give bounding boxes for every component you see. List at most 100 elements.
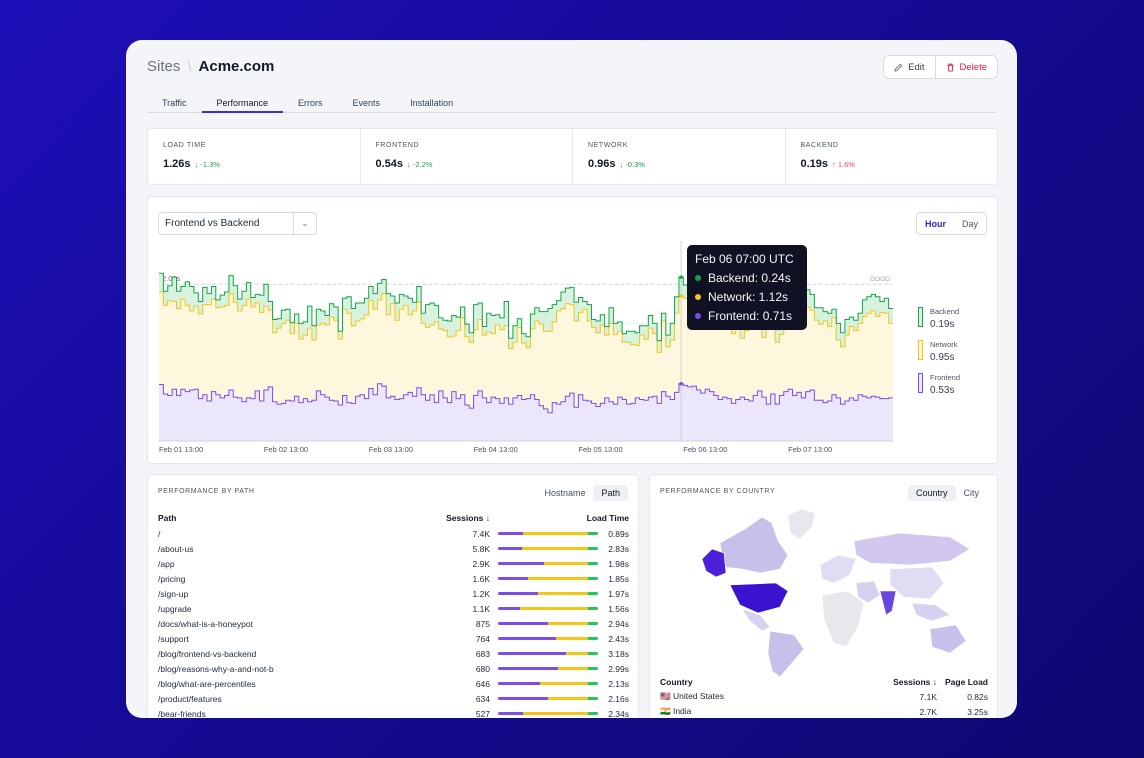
edit-button[interactable]: Edit xyxy=(884,56,934,78)
tab-events[interactable]: Events xyxy=(352,98,381,108)
breadcrumb: Sites \ Acme.com xyxy=(147,58,274,75)
map-region-south-america[interactable] xyxy=(767,630,805,678)
toggle-country[interactable]: Country xyxy=(907,485,956,501)
network-segment xyxy=(558,667,588,670)
table-row[interactable]: /sign-up 1.2K 1.97s xyxy=(158,586,629,601)
breakdown-cell xyxy=(490,592,600,595)
map-region-canada[interactable] xyxy=(719,516,789,574)
stat-value: 0.54s xyxy=(375,158,404,170)
backend-segment xyxy=(588,592,598,595)
stat-value: 0.96s xyxy=(588,158,616,170)
card-title: PERFORMANCE BY COUNTRY xyxy=(660,488,776,495)
frontend-segment xyxy=(498,652,566,655)
stat-load-time: LOAD TIME 1.26s ↓ -1.3% xyxy=(148,129,360,184)
backend-segment xyxy=(588,622,598,625)
tab-traffic[interactable]: Traffic xyxy=(162,98,187,108)
map-region-australia[interactable] xyxy=(929,624,967,654)
stat-label: NETWORK xyxy=(588,142,628,149)
map-region-europe[interactable] xyxy=(819,554,857,584)
load-time-cell: 2.83s xyxy=(608,543,629,554)
header-actions: Edit Delete xyxy=(883,55,998,79)
table-row[interactable]: / 7.4K 0.89s xyxy=(158,526,629,541)
goal-label: GOOD xyxy=(870,276,890,283)
granularity-day[interactable]: Day xyxy=(961,218,978,229)
table-row[interactable]: 🇮🇳 India 2.7K 3.25s xyxy=(660,704,988,718)
table-row[interactable]: /bear-friends 527 2.34s xyxy=(158,706,629,719)
map-region-southeast-asia[interactable] xyxy=(911,602,951,622)
table-row[interactable]: /support 764 2.43s xyxy=(158,631,629,646)
map-region-russia[interactable] xyxy=(853,532,971,566)
pencil-icon xyxy=(894,63,903,72)
network-segment xyxy=(548,697,588,700)
path-cell: /blog/what-are-percentiles xyxy=(158,678,256,689)
granularity-hour[interactable]: Hour xyxy=(924,218,946,229)
x-tick-label: Feb 04 13:00 xyxy=(474,445,518,454)
col-sessions[interactable]: Sessions ↓ xyxy=(446,513,490,523)
edit-label: Edit xyxy=(908,61,925,73)
path-cell: /support xyxy=(158,633,189,644)
map-region-greenland[interactable] xyxy=(787,508,816,540)
table-row[interactable]: /upgrade 1.1K 1.56s xyxy=(158,601,629,616)
backend-segment xyxy=(588,577,598,580)
map-region-mexico[interactable] xyxy=(741,608,771,632)
legend-item-backend[interactable]: Backend 0.19s xyxy=(918,307,960,330)
frontend-segment xyxy=(498,562,544,565)
legend-item-frontend[interactable]: Frontend 0.53s xyxy=(918,373,960,396)
table-row[interactable]: /app 2.9K 1.98s xyxy=(158,556,629,571)
frontend-segment xyxy=(498,547,522,550)
stat-delta: ↓ -2.2% xyxy=(407,160,433,169)
toggle-path[interactable]: Path xyxy=(593,485,628,501)
map-region-alaska[interactable] xyxy=(701,548,727,578)
trash-icon xyxy=(946,63,954,72)
metric-select[interactable]: Frontend vs Backend ⌄ xyxy=(158,212,317,235)
map-region-india[interactable] xyxy=(879,590,897,616)
map-region-usa[interactable] xyxy=(729,582,789,614)
load-time-cell: 2.99s xyxy=(608,663,629,674)
page-load-cell: 3.25s xyxy=(967,706,988,717)
performance-by-country-card: PERFORMANCE BY COUNTRY Country City xyxy=(649,474,998,718)
arrow-down-icon: ↓ xyxy=(194,160,201,169)
map-region-africa[interactable] xyxy=(821,590,865,648)
load-breakdown-bar xyxy=(498,562,598,565)
sessions-cell: 683 xyxy=(475,648,490,659)
country-cell: 🇮🇳 India xyxy=(660,706,692,716)
network-segment xyxy=(523,712,588,715)
tab-errors[interactable]: Errors xyxy=(298,98,323,108)
legend-name: Backend xyxy=(930,307,960,316)
load-breakdown-bar xyxy=(498,682,598,685)
tooltip-row-frontend: Frontend: 0.71s xyxy=(695,309,799,323)
breadcrumb-sites-link[interactable]: Sites xyxy=(147,58,181,75)
tab-performance[interactable]: Performance xyxy=(201,95,284,113)
legend-item-network[interactable]: Network 0.95s xyxy=(918,340,960,363)
toggle-city[interactable]: City xyxy=(963,488,980,498)
breakdown-cell xyxy=(490,712,600,715)
path-cell: /bear-friends xyxy=(158,708,206,719)
map-region-china[interactable] xyxy=(889,566,945,600)
table-row[interactable]: /docs/what-is-a-honeypot 875 2.94s xyxy=(158,616,629,631)
stat-backend: BACKEND 0.19s ↑ 1.6% xyxy=(784,129,998,184)
load-breakdown-bar xyxy=(498,592,598,595)
col-country: Country xyxy=(660,676,693,687)
x-tick-label: Feb 01 13:00 xyxy=(159,445,203,454)
sessions-cell: 680 xyxy=(475,663,490,674)
tab-installation[interactable]: Installation xyxy=(410,98,454,108)
col-path: Path xyxy=(158,513,177,523)
arrow-up-icon: ↑ xyxy=(832,160,838,169)
load-time-cell: 1.97s xyxy=(608,588,629,599)
delete-button[interactable]: Delete xyxy=(934,56,997,78)
frontend-segment xyxy=(498,682,540,685)
col-sessions[interactable]: Sessions ↓ xyxy=(893,676,937,687)
map-region-middle-east[interactable] xyxy=(855,580,881,604)
toggle-hostname[interactable]: Hostname xyxy=(544,488,586,498)
chart-tooltip: Feb 06 07:00 UTC Backend: 0.24s Network:… xyxy=(687,245,807,330)
table-row[interactable]: /blog/what-are-percentiles 646 2.13s xyxy=(158,676,629,691)
table-row[interactable]: /pricing 1.6K 1.85s xyxy=(158,571,629,586)
table-row[interactable]: 🇺🇸 United States 7.1K 0.82s xyxy=(660,689,988,704)
frontend-segment xyxy=(498,667,558,670)
table-row[interactable]: /about-us 5.8K 2.83s xyxy=(158,541,629,556)
table-row[interactable]: /blog/frontend-vs-backend 683 3.18s xyxy=(158,646,629,661)
frontend-segment xyxy=(498,592,538,595)
table-row[interactable]: /blog/reasons-why-a-and-not-b 680 2.99s xyxy=(158,661,629,676)
load-breakdown-bar xyxy=(498,637,598,640)
table-row[interactable]: /product/features 634 2.16s xyxy=(158,691,629,706)
